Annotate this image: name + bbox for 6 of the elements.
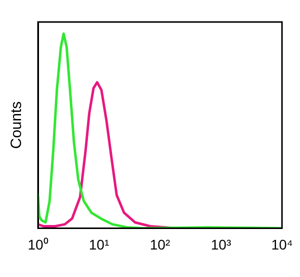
x-tick-label: 10⁴ (271, 236, 293, 252)
x-tick-label: 10⁰ (28, 236, 48, 252)
x-tick-label: 10³ (210, 236, 232, 252)
x-tick-label: 10¹ (88, 236, 110, 252)
y-axis-title: Counts (8, 101, 26, 149)
x-tick-label: 10² (150, 236, 170, 252)
